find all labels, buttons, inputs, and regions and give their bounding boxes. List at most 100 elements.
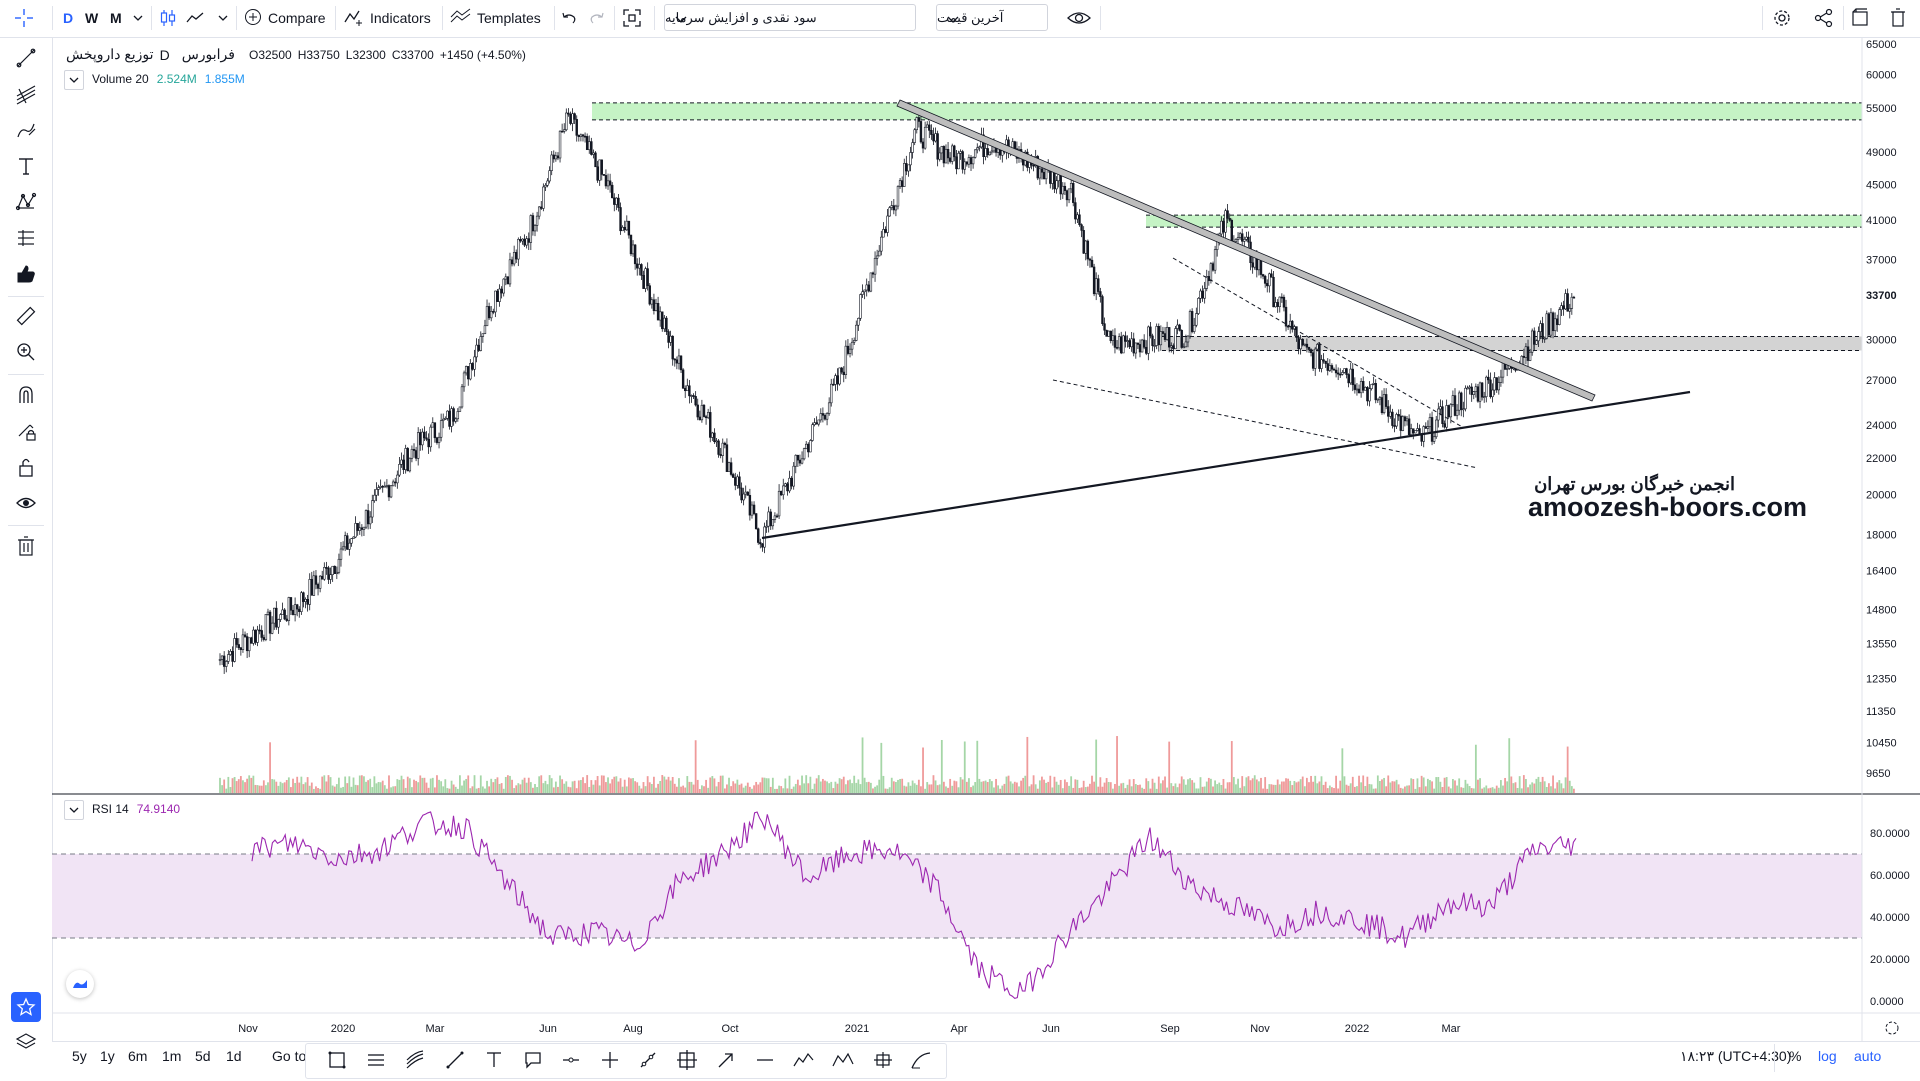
brush-icon[interactable] xyxy=(12,116,40,144)
volume-bar xyxy=(340,787,342,793)
curve-icon[interactable] xyxy=(906,1046,936,1074)
abcd-pattern-icon[interactable] xyxy=(828,1046,858,1074)
range-1y-button[interactable]: 1y xyxy=(100,1048,115,1064)
eye-visibility-icon[interactable] xyxy=(12,489,40,517)
date-price-range-icon[interactable] xyxy=(868,1046,898,1074)
auto-scale-toggle[interactable]: auto xyxy=(1854,1048,1882,1064)
volume-bar xyxy=(934,780,937,793)
price-source-select[interactable]: آخرین قیمت xyxy=(936,4,1048,31)
fib-channel-icon[interactable] xyxy=(400,1046,430,1074)
candle-body xyxy=(289,597,293,611)
ruler-icon[interactable] xyxy=(12,302,40,330)
cross-line-icon[interactable] xyxy=(595,1046,625,1074)
text-tool-icon[interactable] xyxy=(12,152,40,180)
price-tick-label: 18000 xyxy=(1866,530,1897,542)
candle-body xyxy=(702,404,706,417)
parallel-channel-icon[interactable] xyxy=(361,1046,391,1074)
candle-body xyxy=(1130,338,1133,348)
candles-icon[interactable] xyxy=(158,4,178,32)
chevron-down-icon[interactable] xyxy=(218,4,228,32)
volume-bar xyxy=(1449,788,1452,793)
range-1m-button[interactable]: 1m xyxy=(162,1048,182,1064)
chevron-down-icon[interactable] xyxy=(133,4,143,32)
remove-drawings-icon[interactable] xyxy=(12,532,40,560)
measure-icon[interactable] xyxy=(672,1046,702,1074)
horizontal-ray-icon[interactable] xyxy=(750,1046,780,1074)
line-tool-icon[interactable] xyxy=(440,1046,470,1074)
candle-body xyxy=(913,129,916,143)
horizontal-line-icon[interactable] xyxy=(556,1046,586,1074)
favorites-star-icon[interactable] xyxy=(11,992,41,1022)
candle-body xyxy=(389,485,393,498)
candle-body xyxy=(861,291,864,295)
elliott-wave-icon[interactable] xyxy=(789,1046,819,1074)
share-icon[interactable] xyxy=(1814,4,1834,32)
volume-bar xyxy=(1224,788,1227,793)
collapse-rsi-button[interactable] xyxy=(64,800,84,820)
trash-icon[interactable] xyxy=(1890,4,1906,32)
chart-canvas[interactable]: 65000 60000 55000 49000 45000 41000 37000 33700… xyxy=(52,38,1920,1041)
candle-body xyxy=(1318,344,1321,369)
lock-icon[interactable] xyxy=(12,453,40,481)
thumbs-up-icon[interactable] xyxy=(12,260,40,288)
eye-icon[interactable] xyxy=(1066,4,1092,32)
candle-body xyxy=(483,325,487,334)
undo-icon[interactable] xyxy=(560,4,578,32)
log-scale-toggle[interactable]: log xyxy=(1818,1048,1837,1064)
volume-bar xyxy=(329,777,332,793)
object-tree-icon[interactable] xyxy=(12,1028,40,1056)
timezone-clock[interactable]: ۱۸:۲۳ (UTC+4:30) xyxy=(1680,1048,1792,1064)
magnet-icon[interactable] xyxy=(12,381,40,409)
volume-bar xyxy=(356,785,359,793)
rectangle-icon[interactable] xyxy=(322,1046,352,1074)
pitchfork-icon[interactable] xyxy=(12,80,40,108)
candle-body xyxy=(1374,383,1377,401)
ray-icon[interactable] xyxy=(633,1046,663,1074)
templates-button[interactable]: Templates xyxy=(450,4,541,32)
rsi-line xyxy=(251,811,1577,1000)
lock-pencil-icon[interactable] xyxy=(12,417,40,445)
volume-bar xyxy=(1466,783,1469,793)
candle-body xyxy=(1447,405,1450,418)
percent-toggle[interactable]: % xyxy=(1789,1048,1802,1064)
candle-body xyxy=(279,614,282,620)
range-5d-button[interactable]: 5d xyxy=(195,1048,211,1064)
redo-icon[interactable] xyxy=(588,4,606,32)
prediction-icon[interactable] xyxy=(12,224,40,252)
zoom-in-icon[interactable] xyxy=(12,338,40,366)
candle-body xyxy=(308,579,311,605)
range-1d-button[interactable]: 1d xyxy=(226,1048,242,1064)
candle-body xyxy=(542,186,545,209)
volume-value: 2.524M xyxy=(156,72,197,86)
fullscreen-icon[interactable] xyxy=(622,4,642,32)
text-icon[interactable] xyxy=(479,1046,509,1074)
interval-w-button[interactable]: W xyxy=(85,10,99,26)
goto-button[interactable]: Go to xyxy=(272,1048,307,1064)
compare-button[interactable]: Compare xyxy=(244,4,326,32)
volume-bar xyxy=(258,785,261,793)
interval-m-button[interactable]: M xyxy=(110,10,122,26)
arrow-icon[interactable] xyxy=(711,1046,741,1074)
range-6m-button[interactable]: 6m xyxy=(128,1048,148,1064)
line-chart-icon[interactable] xyxy=(185,4,205,32)
trend-line-icon[interactable] xyxy=(12,44,40,72)
candle-body xyxy=(394,481,397,484)
callout-icon[interactable] xyxy=(518,1046,548,1074)
volume-bar xyxy=(1512,783,1515,793)
settings-gear-icon[interactable] xyxy=(1772,4,1792,32)
crosshair-icon[interactable] xyxy=(12,4,36,32)
candle-body xyxy=(1136,342,1140,345)
pattern-icon[interactable] xyxy=(12,188,40,216)
volume-bar xyxy=(1485,785,1488,793)
snapshot-icon[interactable] xyxy=(1850,4,1870,32)
tradingview-logo-icon[interactable] xyxy=(66,970,94,998)
volume-bar xyxy=(1005,776,1008,793)
candle-body xyxy=(268,611,272,634)
candle-body xyxy=(882,229,885,238)
volume-bar xyxy=(1443,777,1446,793)
indicators-button[interactable]: Indicators xyxy=(344,4,431,32)
dividends-select[interactable]: سود نقدی و افزایش سرمایه xyxy=(664,4,916,31)
interval-d-button[interactable]: D xyxy=(63,10,74,26)
collapse-volume-button[interactable] xyxy=(64,70,84,90)
range-5y-button[interactable]: 5y xyxy=(72,1048,87,1064)
